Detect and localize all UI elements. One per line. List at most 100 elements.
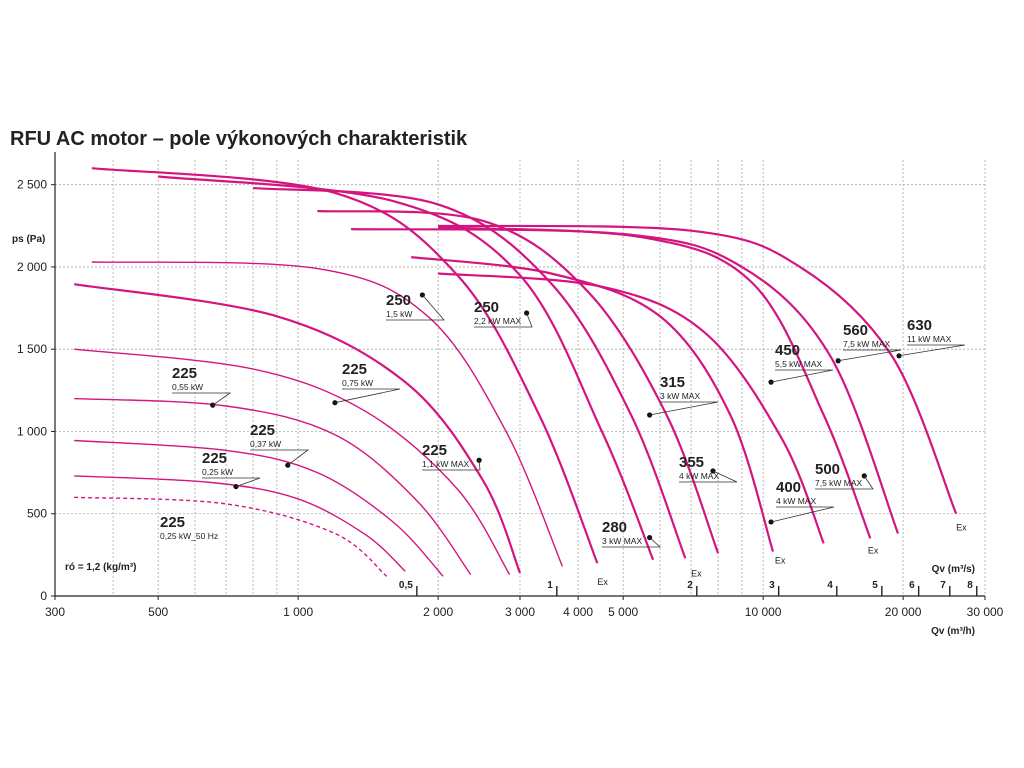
curve-power-label: 0,25 kW_50 Hz (160, 531, 218, 541)
density-note: ró = 1,2 (kg/m³) (65, 562, 136, 573)
x-tick-label: 10 000 (745, 605, 782, 619)
curve-power-label: 0,25 kW (202, 467, 233, 477)
curve-560-14 (351, 228, 900, 534)
x-axis-label-secondary: Qv (m³/s) (932, 564, 975, 575)
chart-title: RFU AC motor – pole výkonových charakter… (10, 128, 468, 150)
secondary-tick-label: 1 (547, 580, 553, 591)
secondary-tick-label: 0,5 (399, 580, 413, 591)
label-leader (815, 475, 874, 490)
label-leader (334, 388, 401, 404)
curve-size-label: 225 (342, 361, 367, 378)
x-tick-label: 4 000 (563, 605, 593, 619)
curve-size-label: 225 (250, 422, 275, 439)
curve-power-label: 7,5 kW MAX (815, 478, 863, 488)
curve-power-label: 5,5 kW MAX (775, 359, 823, 369)
secondary-tick-label: 5 (872, 580, 878, 591)
curves (74, 167, 958, 577)
curve-power-label: 3 kW MAX (602, 536, 642, 546)
label-leader (679, 470, 738, 483)
curve-250-6 (91, 261, 564, 567)
y-tick-label: 1 000 (17, 424, 47, 438)
curve-size-label: 250 (474, 299, 499, 316)
x-tick-label: 30 000 (967, 605, 1004, 619)
ex-label: Ex (775, 556, 786, 566)
curve-size-label: 450 (775, 342, 800, 359)
curve-size-label: 630 (907, 317, 932, 334)
x-tick-label: 300 (45, 605, 65, 619)
curve-power-label: 1,1 kW MAX (422, 459, 470, 469)
curve-355-10 (317, 209, 720, 554)
y-tick-label: 500 (27, 507, 47, 521)
x-tick-label: 5 000 (608, 605, 638, 619)
curve-size-label: 560 (843, 322, 868, 339)
curve-size-label: 250 (386, 292, 411, 309)
curve-225-0 (74, 496, 388, 577)
label-leader (770, 369, 834, 383)
curve-power-label: 1,5 kW (386, 309, 412, 319)
ex-label: Ex (956, 523, 967, 533)
curve-power-label: 0,37 kW (250, 439, 281, 449)
curve-size-label: 225 (160, 514, 185, 531)
curve-225-5 (74, 283, 522, 574)
curve-450-12 (438, 272, 825, 544)
secondary-tick-label: 8 (967, 580, 973, 591)
y-tick-label: 0 (40, 589, 47, 603)
label-leader (649, 401, 719, 416)
ex-label: Ex (691, 569, 702, 579)
curve-size-label: 225 (172, 365, 197, 382)
curve-400-11 (411, 256, 775, 552)
curve-power-label: 0,75 kW (342, 378, 373, 388)
curve-315-9 (253, 186, 687, 559)
ex-label: Ex (868, 546, 879, 556)
curve-size-label: 500 (815, 461, 840, 478)
y-axis-label: ps (Pa) (12, 234, 45, 245)
x-axis-label: Qv (m³/h) (931, 626, 975, 637)
x-tick-label: 500 (148, 605, 168, 619)
curve-225-2 (74, 439, 444, 577)
secondary-tick-label: 2 (687, 580, 693, 591)
ex-label: Ex (597, 577, 608, 587)
label-leader (172, 392, 232, 406)
y-tick-label: 2 500 (17, 178, 47, 192)
label-leader (838, 349, 902, 362)
curve-power-label: 4 kW MAX (679, 471, 719, 481)
curve-size-label: 280 (602, 519, 627, 536)
curve-size-label: 400 (776, 479, 801, 496)
label-leader (250, 449, 310, 466)
axes: 0 500 1 000 1 500 2 000 2 500 300 500 1 000 2 000… (12, 152, 1004, 637)
label-leader (770, 506, 835, 523)
curve-225-3 (74, 397, 472, 576)
y-tick-label: 1 500 (17, 342, 47, 356)
x-tick-label: 2 000 (423, 605, 453, 619)
x-tick-label: 1 000 (283, 605, 313, 619)
x-tick-label: 3 000 (505, 605, 535, 619)
y-tick-label: 2 000 (17, 260, 47, 274)
curve-size-label: 225 (422, 442, 447, 459)
secondary-tick-label: 7 (940, 580, 946, 591)
secondary-tick-label: 4 (827, 580, 833, 591)
curve-power-label: 4 kW MAX (776, 496, 816, 506)
curve-size-label: 225 (202, 450, 227, 467)
curve-power-label: 0,55 kW (172, 382, 203, 392)
secondary-tick-label: 3 (769, 580, 775, 591)
curve-power-label: 7,5 kW MAX (843, 339, 891, 349)
label-leader (602, 537, 662, 548)
label-leader (474, 312, 533, 328)
label-leader (898, 344, 966, 357)
label-leader (422, 460, 481, 471)
curve-power-label: 2,2 kW MAX (474, 316, 522, 326)
curve-marker (233, 483, 239, 490)
curve-power-label: 3 kW MAX (660, 391, 700, 401)
label-leader (386, 294, 445, 321)
secondary-tick-label: 6 (909, 580, 915, 591)
curve-630-15 (438, 224, 958, 515)
x-tick-label: 20 000 (885, 605, 922, 619)
curve-power-label: 11 kW MAX (907, 334, 952, 344)
curve-225-1 (74, 475, 406, 572)
curve-size-label: 315 (660, 374, 685, 391)
curve-250-7 (91, 167, 599, 564)
label-leader (202, 477, 261, 487)
curve-280-8 (158, 175, 655, 561)
